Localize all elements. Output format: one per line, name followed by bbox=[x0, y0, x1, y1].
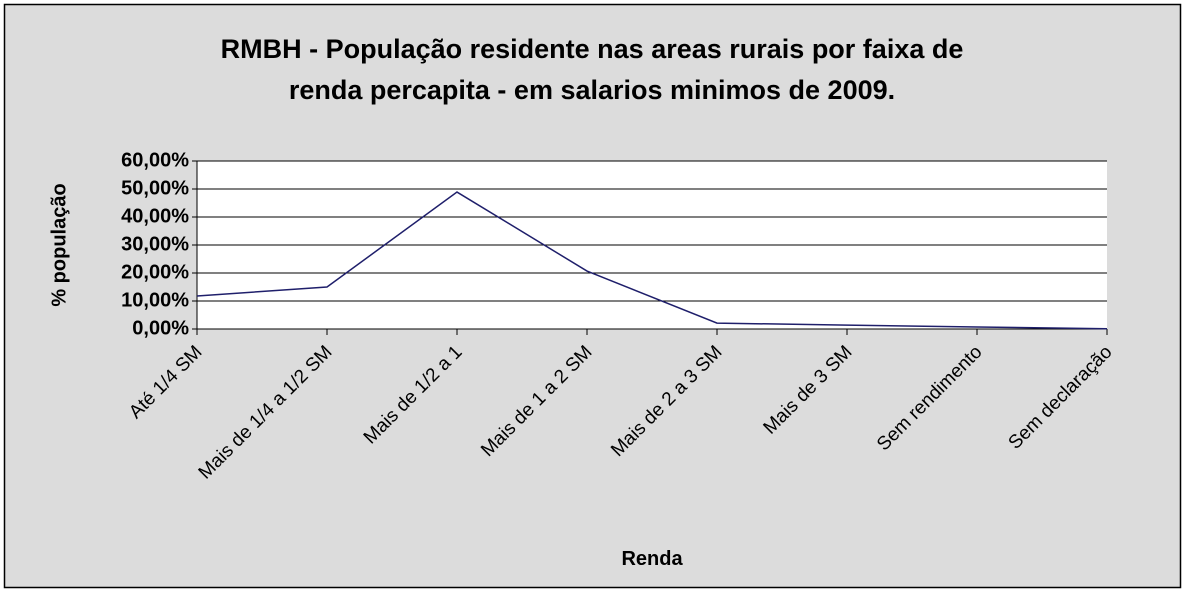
y-tick-label: 10,00% bbox=[121, 289, 189, 311]
y-tick-label: 60,00% bbox=[121, 149, 189, 171]
chart-title: renda percapita - em salarios minimos de… bbox=[289, 75, 895, 105]
y-tick-label: 20,00% bbox=[121, 261, 189, 283]
chart-title: RMBH - População residente nas areas rur… bbox=[221, 34, 964, 64]
x-axis-title: Renda bbox=[621, 548, 683, 570]
data-line bbox=[196, 191, 1108, 330]
y-tick-label: 40,00% bbox=[121, 205, 189, 227]
y-tick-label: 50,00% bbox=[121, 177, 189, 199]
y-tick-label: 30,00% bbox=[121, 233, 189, 255]
y-tick-label: 0,00% bbox=[132, 317, 189, 339]
y-axis-title: % população bbox=[48, 183, 70, 306]
